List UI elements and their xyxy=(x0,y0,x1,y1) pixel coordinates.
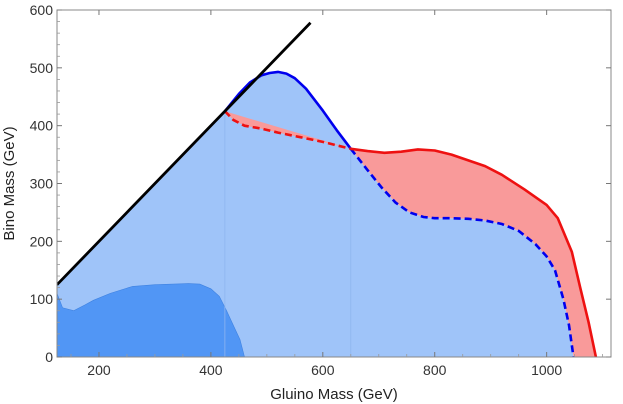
y-tick-label-500: 500 xyxy=(30,60,54,76)
x-tick-label-800: 800 xyxy=(423,362,447,378)
diagonal-line xyxy=(57,21,312,286)
y-tick-label-100: 100 xyxy=(30,291,54,307)
y-tick-label-300: 300 xyxy=(30,176,54,192)
x-tick-label-600: 600 xyxy=(311,362,335,378)
y-tick-label-0: 0 xyxy=(45,349,53,365)
y-tick-label-600: 600 xyxy=(30,2,54,18)
y-axis-label: Bino Mass (GeV) xyxy=(1,126,18,240)
x-tick-label-200: 200 xyxy=(87,362,111,378)
x-tick-label-1000: 1000 xyxy=(531,362,562,378)
axis-ticks: 200 400 600 800 1000 0 100 200 300 400 500 600 xyxy=(30,2,611,378)
x-tick-label-400: 400 xyxy=(199,362,223,378)
red-boundary-dashed xyxy=(223,110,352,151)
blue-boundary-solid xyxy=(223,70,352,150)
data-layer xyxy=(57,21,598,357)
y-tick-label-400: 400 xyxy=(30,118,54,134)
red-region-fill xyxy=(224,111,596,357)
blue-boundary-dashed xyxy=(349,147,575,357)
y-tick-label-200: 200 xyxy=(30,233,54,249)
x-axis-label: Gluino Mass (GeV) xyxy=(270,386,398,403)
red-boundary-solid xyxy=(350,147,598,357)
dark-blue-region xyxy=(57,283,245,357)
